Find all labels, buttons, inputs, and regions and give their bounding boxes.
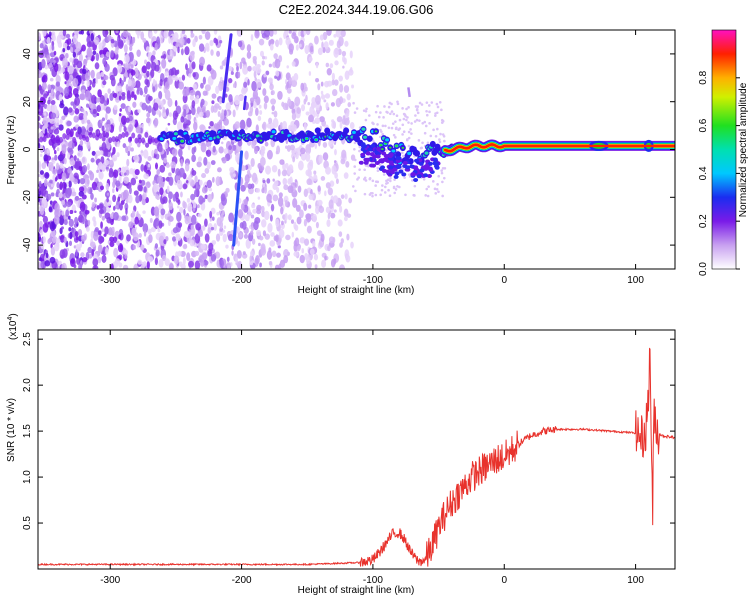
snr-scale-close: ) — [8, 313, 19, 316]
y-tick-label: -40 — [22, 237, 33, 252]
colorbar-tick-label: 0.6 — [698, 118, 709, 132]
colorbar-label: Normalized spectral amplitude — [738, 82, 749, 217]
snr-scale-text: (x10 — [8, 320, 19, 340]
colorbar: 0.0 0.2 0.4 0.6 0.8 Normalized spectral ampl… — [698, 29, 749, 276]
snr-y-label: SNR (10 * v/v) — [6, 398, 17, 462]
y-tick-label: -20 — [22, 190, 33, 205]
x-tick-label: -200 — [232, 575, 252, 586]
y-tick-label: 20 — [22, 96, 33, 108]
snr-x-label: Height of straight line (km) — [298, 585, 415, 596]
colorbar-tick-label: 0.4 — [698, 166, 709, 180]
spectrogram-y-label: Frequency (Hz) — [6, 116, 17, 185]
y-tick-label: 0.5 — [22, 516, 33, 530]
snr-frame — [37, 329, 676, 570]
x-tick-label: -100 — [363, 575, 383, 586]
snr-y-ticks: 0.5 1.0 1.5 2.0 2.5 — [22, 332, 675, 530]
y-tick-label: 40 — [22, 48, 33, 60]
snr-series-line — [38, 347, 675, 567]
colorbar-tick-label: 0.8 — [698, 70, 709, 84]
colorbar-tick-label: 0.2 — [698, 214, 709, 228]
colorbar-gradient — [711, 29, 737, 270]
x-tick-label: 100 — [627, 275, 644, 286]
y-tick-label: 2.5 — [22, 332, 33, 346]
spectrogram-y-ticks: -40 -20 0 20 40 — [22, 48, 675, 252]
spectrogram-x-label: Height of straight line (km) — [298, 285, 415, 296]
y-tick-label: 1.5 — [22, 424, 33, 438]
snr-x-ticks: -300 -200 -100 0 100 — [100, 330, 644, 586]
x-tick-label: -200 — [232, 275, 252, 286]
snr-scale-exponent: 4 — [7, 317, 14, 321]
spectrogram-image — [38, 30, 675, 269]
snr-scale-label: (x104) — [7, 313, 19, 340]
snr-panel: -300 -200 -100 0 100 0.5 1.0 1.5 2.0 2.5 Height … — [6, 313, 676, 596]
figure-title: C2E2.2024.344.19.06.G06 — [279, 2, 434, 17]
spectrogram-x-ticks: -300 -200 -100 0 100 — [100, 30, 644, 286]
colorbar-ticks: 0.0 0.2 0.4 0.6 0.8 — [698, 70, 740, 276]
svg-text:(x104): (x104) — [7, 313, 19, 340]
y-tick-label: 2.0 — [22, 378, 33, 392]
x-tick-label: -300 — [100, 575, 120, 586]
x-tick-label: 100 — [627, 575, 644, 586]
y-tick-label: 1.0 — [22, 470, 33, 484]
x-tick-label: -100 — [363, 275, 383, 286]
colorbar-tick-label: 0.0 — [698, 262, 709, 276]
x-tick-label: 0 — [501, 275, 507, 286]
x-tick-label: -300 — [100, 275, 120, 286]
y-tick-label: 0 — [22, 146, 33, 152]
x-tick-label: 0 — [501, 575, 507, 586]
